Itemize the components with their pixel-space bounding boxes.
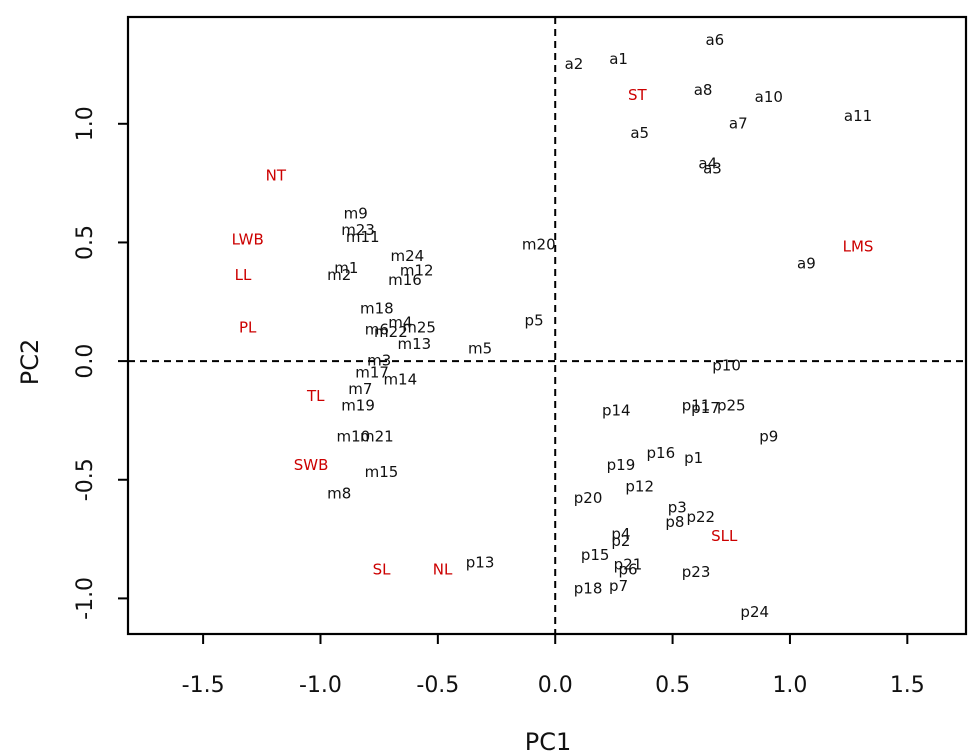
variable-label-LWB: LWB bbox=[232, 231, 264, 249]
variable-label-TL: TL bbox=[306, 387, 325, 405]
y-axis-title: PC2 bbox=[16, 339, 44, 386]
point-label-m25: m25 bbox=[402, 318, 436, 336]
variable-label-SWB: SWB bbox=[294, 456, 329, 474]
point-label-m15: m15 bbox=[365, 463, 399, 481]
variable-label-SL: SL bbox=[373, 560, 392, 578]
point-label-m4: m4 bbox=[388, 314, 412, 332]
y-tick-label: 0.5 bbox=[73, 225, 98, 260]
point-label-m6: m6 bbox=[365, 321, 389, 339]
x-tick-label: 0.0 bbox=[538, 673, 573, 698]
x-tick-label: -1.5 bbox=[182, 673, 225, 698]
point-label-m18: m18 bbox=[360, 299, 394, 317]
point-label-m10: m10 bbox=[336, 428, 370, 446]
x-tick-label: 1.5 bbox=[890, 673, 925, 698]
point-label-p16: p16 bbox=[647, 444, 676, 462]
y-tick-label: 0.0 bbox=[73, 344, 98, 379]
point-label-m3: m3 bbox=[367, 352, 391, 370]
point-label-m5: m5 bbox=[468, 340, 492, 358]
point-label-p10: p10 bbox=[712, 356, 741, 374]
point-label-m2: m2 bbox=[327, 266, 351, 284]
plot-frame bbox=[126, 15, 968, 636]
point-label-a9: a9 bbox=[797, 254, 816, 272]
variable-label-LMS: LMS bbox=[843, 238, 874, 256]
point-label-p12: p12 bbox=[625, 477, 654, 495]
point-label-p21: p21 bbox=[614, 556, 643, 574]
variable-label-SLL: SLL bbox=[711, 527, 738, 545]
point-label-p1: p1 bbox=[684, 449, 703, 467]
point-label-p7: p7 bbox=[609, 577, 628, 595]
point-label-a8: a8 bbox=[694, 81, 713, 99]
point-label-a3: a3 bbox=[703, 159, 722, 177]
x-tick-label: 1.0 bbox=[772, 673, 807, 698]
point-label-p15: p15 bbox=[581, 546, 610, 564]
point-label-m13: m13 bbox=[398, 335, 432, 353]
point-label-m23: m23 bbox=[341, 221, 375, 239]
point-label-a7: a7 bbox=[729, 114, 748, 132]
point-label-m24: m24 bbox=[390, 247, 424, 265]
variable-label-ST: ST bbox=[628, 86, 648, 104]
y-tick-label: -1.0 bbox=[73, 577, 98, 620]
point-label-p13: p13 bbox=[466, 553, 495, 571]
point-label-p18: p18 bbox=[574, 579, 603, 597]
point-label-a10: a10 bbox=[755, 88, 783, 106]
point-label-p22: p22 bbox=[686, 508, 715, 526]
point-label-p23: p23 bbox=[682, 563, 711, 581]
point-label-m8: m8 bbox=[327, 484, 351, 502]
variable-label-NT: NT bbox=[266, 166, 287, 184]
point-label-a4: a4 bbox=[698, 155, 717, 173]
point-label-p19: p19 bbox=[607, 456, 636, 474]
point-label-m19: m19 bbox=[341, 397, 375, 415]
variable-label-PL: PL bbox=[239, 318, 257, 336]
point-label-p8: p8 bbox=[665, 513, 684, 531]
point-label-a1: a1 bbox=[609, 50, 628, 68]
point-label-a2: a2 bbox=[565, 55, 584, 73]
point-label-m17: m17 bbox=[355, 363, 389, 381]
point-label-m21: m21 bbox=[360, 428, 394, 446]
point-label-m7: m7 bbox=[348, 380, 372, 398]
point-label-p5: p5 bbox=[525, 311, 544, 329]
point-label-p25: p25 bbox=[717, 397, 746, 415]
point-label-a11: a11 bbox=[844, 107, 872, 125]
x-tick-label: -0.5 bbox=[416, 673, 459, 698]
x-tick-label: -1.0 bbox=[299, 673, 342, 698]
point-label-m9: m9 bbox=[344, 204, 368, 222]
point-label-p6: p6 bbox=[618, 560, 637, 578]
zero-reference-lines bbox=[128, 17, 966, 634]
point-label-p2: p2 bbox=[611, 532, 630, 550]
point-label-p24: p24 bbox=[740, 603, 769, 621]
point-label-m11: m11 bbox=[346, 228, 380, 246]
x-tick-label: 0.5 bbox=[655, 673, 690, 698]
point-label-m12: m12 bbox=[400, 261, 434, 279]
x-axis-title: PC1 bbox=[525, 728, 572, 756]
point-label-a5: a5 bbox=[630, 124, 649, 142]
y-tick-label: -0.5 bbox=[73, 458, 98, 501]
point-label-m16: m16 bbox=[388, 271, 422, 289]
point-label-p14: p14 bbox=[602, 401, 631, 419]
point-label-a6: a6 bbox=[705, 31, 724, 49]
y-tick-label: 1.0 bbox=[73, 106, 98, 141]
point-label-p11: p11 bbox=[682, 397, 711, 415]
point-label-m22: m22 bbox=[374, 323, 408, 341]
point-label-m1: m1 bbox=[334, 259, 358, 277]
point-label-p20: p20 bbox=[574, 489, 603, 507]
point-label-p3: p3 bbox=[668, 499, 687, 517]
point-label-m14: m14 bbox=[383, 371, 417, 389]
point-label-p9: p9 bbox=[759, 428, 778, 446]
point-label-m20: m20 bbox=[522, 235, 556, 253]
variable-label-NL: NL bbox=[433, 560, 453, 578]
point-label-p4: p4 bbox=[611, 525, 630, 543]
variable-label-LL: LL bbox=[235, 266, 252, 284]
point-label-p17: p17 bbox=[691, 399, 720, 417]
